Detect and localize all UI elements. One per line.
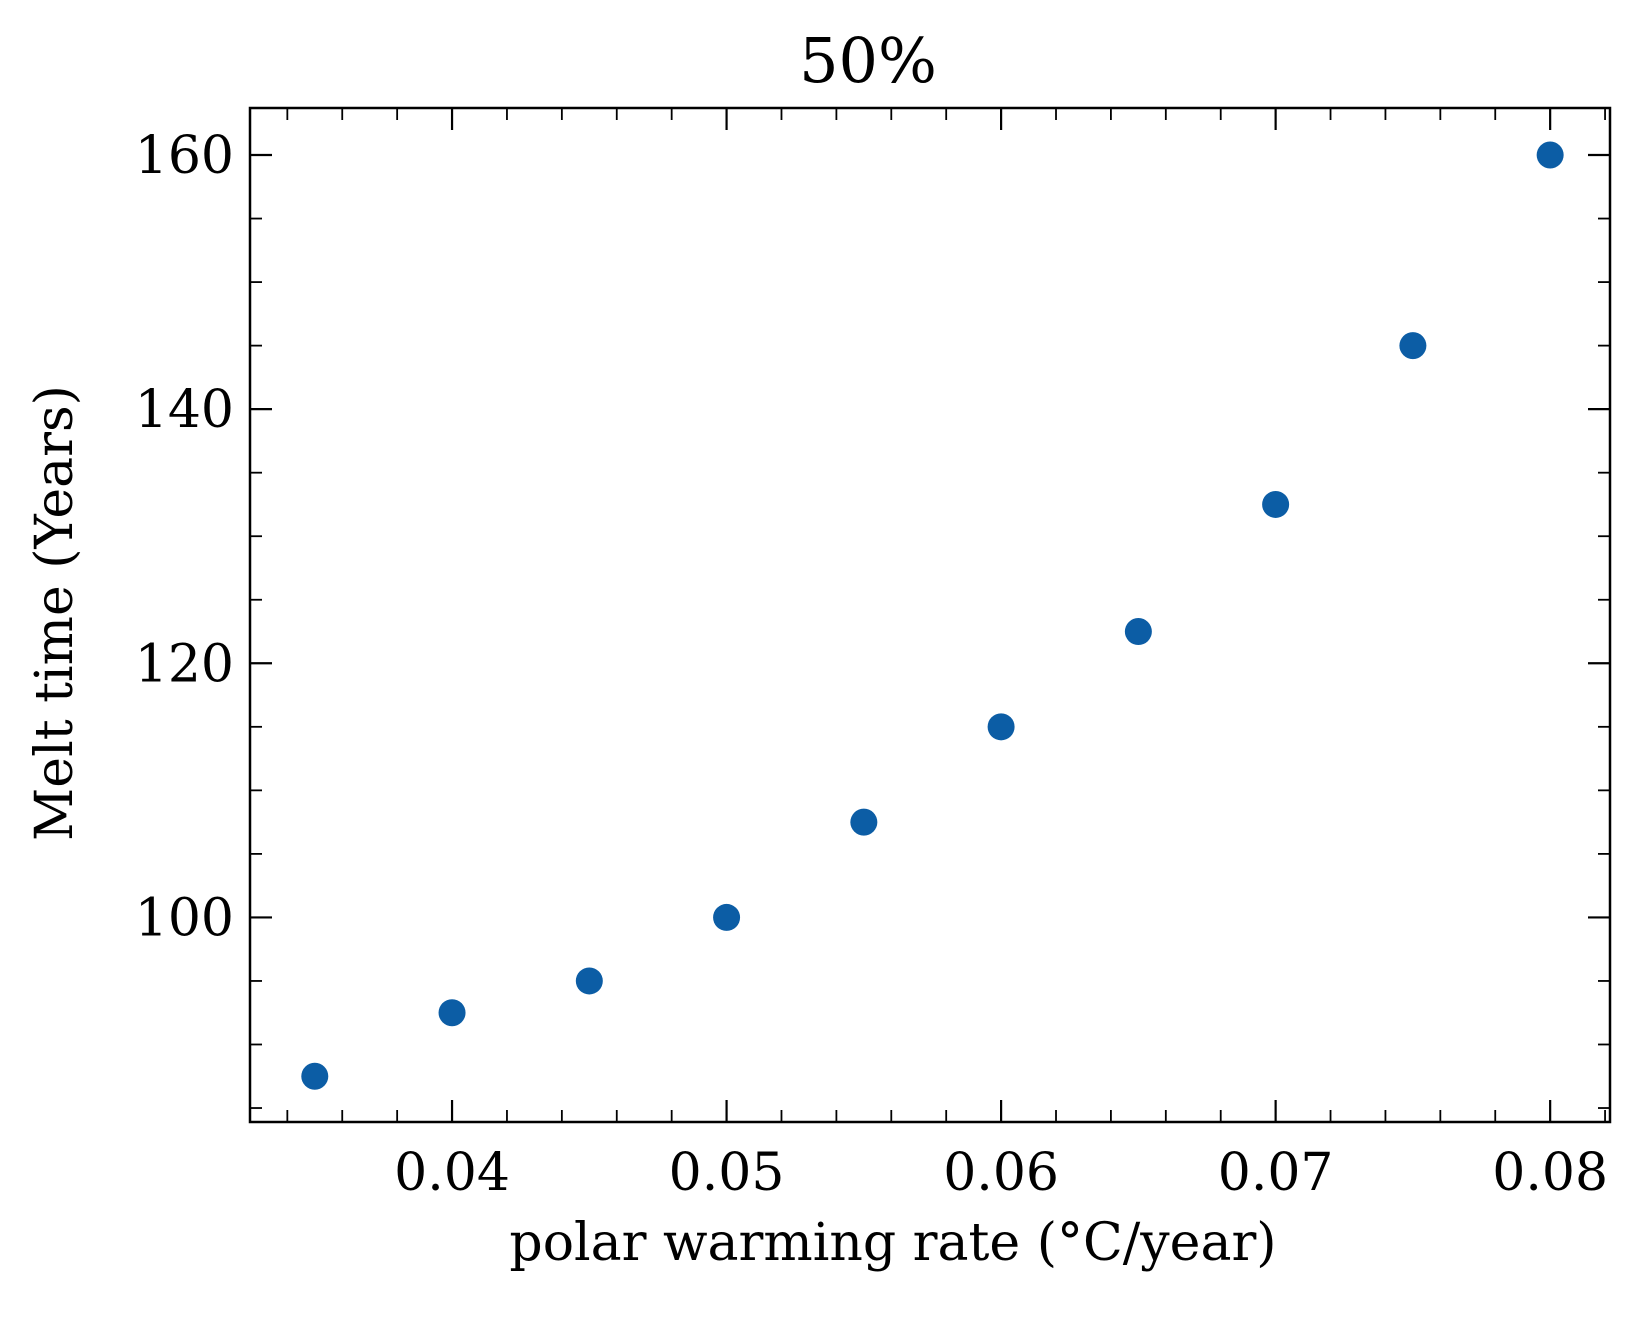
data-point xyxy=(438,999,466,1027)
data-point xyxy=(713,903,741,931)
y-axis-label: Melt time (Years) xyxy=(25,385,85,841)
chart-title: 50% xyxy=(799,24,937,97)
y-tick-label: 140 xyxy=(135,380,234,440)
plot-frame xyxy=(248,106,1612,1124)
x-tick-label: 0.05 xyxy=(669,1143,785,1203)
data-point xyxy=(1536,141,1564,169)
x-axis-label: polar warming rate (°C/year) xyxy=(509,1213,1276,1273)
data-point xyxy=(1399,332,1427,360)
x-tick-label: 0.08 xyxy=(1492,1143,1608,1203)
y-tick-label: 120 xyxy=(135,634,234,694)
data-point xyxy=(850,808,878,836)
data-point xyxy=(1262,490,1290,518)
y-tick-label: 100 xyxy=(135,888,234,948)
data-point xyxy=(987,713,1015,741)
x-tick-label: 0.07 xyxy=(1218,1143,1334,1203)
y-tick-label: 160 xyxy=(135,126,234,186)
data-point xyxy=(1124,618,1152,646)
axes: 0.04 0.05 0.06 0.07 0.08 100 120 140 160 xyxy=(135,106,1612,1203)
data-points xyxy=(301,141,1564,1090)
data-point xyxy=(301,1062,329,1090)
data-point xyxy=(575,967,603,995)
x-tick-label: 0.06 xyxy=(943,1143,1059,1203)
x-tick-label: 0.04 xyxy=(394,1143,510,1203)
